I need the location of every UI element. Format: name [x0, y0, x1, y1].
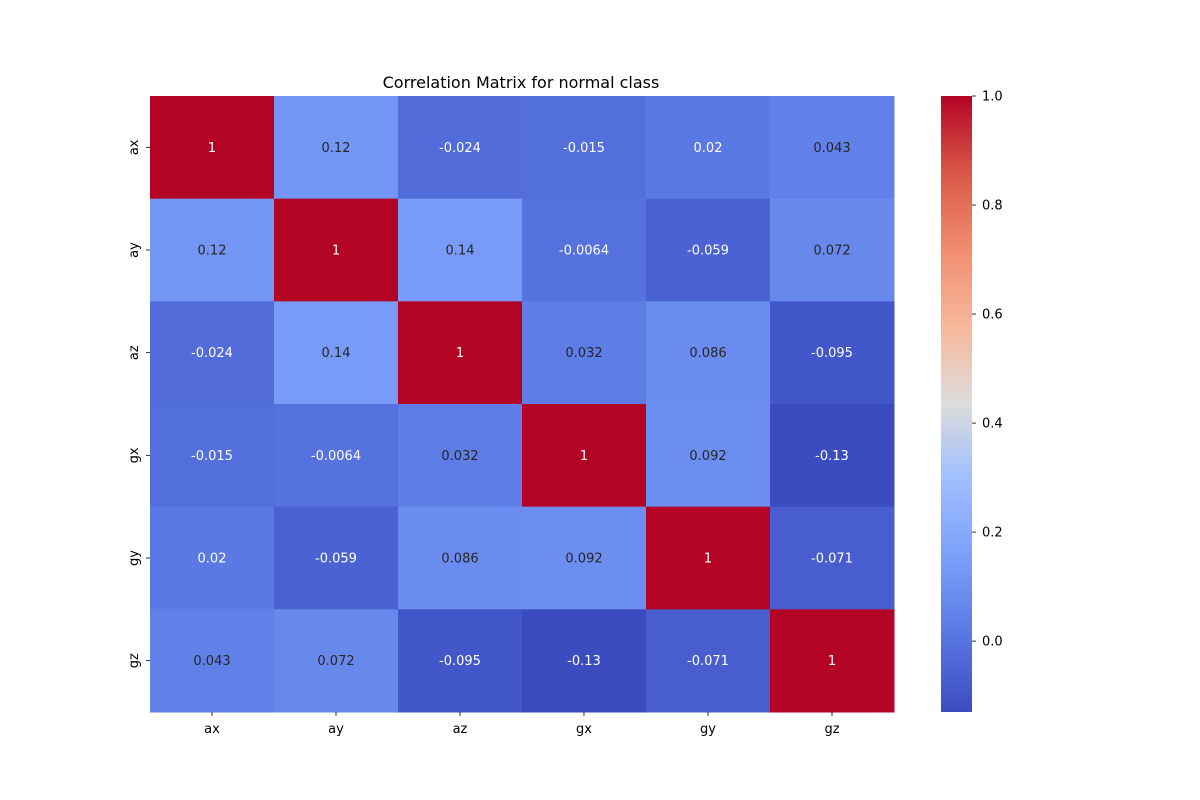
- heatmap-cell-gx-gz: [770, 404, 895, 508]
- x-tick-label: gz: [824, 722, 839, 737]
- cell-value-label: -0.071: [687, 654, 729, 669]
- heatmap-cell-gx-ay: [274, 404, 399, 508]
- heatmap-cell-ay-gx: [522, 198, 647, 302]
- cell-value-label: 1: [208, 141, 216, 156]
- heatmap-cell-gy-gy: [646, 506, 771, 610]
- cell-value-label: -0.13: [567, 654, 601, 669]
- y-tick-label: gx: [127, 447, 142, 463]
- heatmap-cell-gx-gx: [522, 404, 647, 508]
- cell-value-label: -0.015: [563, 141, 605, 156]
- cell-value-label: -0.0064: [559, 244, 609, 259]
- cell-value-label: -0.059: [315, 552, 357, 567]
- y-tick-label: az: [127, 345, 142, 360]
- heatmap-cells: 1 0.12 -0.024 -0.015 0.02 0.043 0.12 1 0.14 -0.00…: [150, 96, 895, 713]
- heatmap-cell-ay-ax: [150, 198, 275, 302]
- y-tick-label: gz: [127, 653, 142, 668]
- cell-value-label: -0.13: [815, 449, 849, 464]
- heatmap-cell-az-ax: [150, 301, 275, 405]
- heatmap-cell-gz-ax: [150, 609, 275, 713]
- cell-value-label: 0.092: [565, 552, 602, 567]
- heatmap-cell-ay-az: [398, 198, 523, 302]
- heatmap-cell-gx-ax: [150, 404, 275, 508]
- colorbar: 0.0 0.2 0.4 0.6 0.8 1.0: [941, 90, 1003, 712]
- colorbar-tick-label: 0.4: [982, 417, 1003, 432]
- cell-value-label: 0.12: [322, 141, 351, 156]
- cell-value-label: 0.086: [689, 346, 726, 361]
- heatmap-cell-ay-gy: [646, 198, 771, 302]
- heatmap-cell-ax-gz: [770, 96, 895, 200]
- heatmap-cell-ax-gy: [646, 96, 771, 200]
- cell-value-label: 0.12: [198, 244, 227, 259]
- x-axis: ax ay az gx gy gz: [204, 712, 840, 737]
- cell-value-label: 1: [704, 552, 712, 567]
- heatmap-cell-gy-az: [398, 506, 523, 610]
- chart-title: Correlation Matrix for normal class: [383, 73, 660, 92]
- cell-value-label: 1: [456, 346, 464, 361]
- heatmap-cell-gz-gx: [522, 609, 647, 713]
- x-tick-label: ay: [328, 722, 344, 737]
- heatmap-cell-az-gy: [646, 301, 771, 405]
- colorbar-tick-label: 0.6: [982, 308, 1003, 323]
- heatmap-cell-gz-gz: [770, 609, 895, 713]
- y-axis: ax ay az gx gy gz: [127, 139, 150, 668]
- heatmap-cell-az-ay: [274, 301, 399, 405]
- heatmap-cell-ax-ay: [274, 96, 399, 200]
- heatmap-cell-gx-gy: [646, 404, 771, 508]
- cell-value-label: -0.024: [439, 141, 481, 156]
- heatmap-cell-ax-ax: [150, 96, 275, 200]
- x-tick-label: az: [453, 722, 468, 737]
- cell-value-label: -0.015: [191, 449, 233, 464]
- cell-value-label: -0.095: [439, 654, 481, 669]
- cell-value-label: 0.043: [813, 141, 850, 156]
- x-tick-label: gx: [576, 722, 592, 737]
- heatmap-cell-gy-ax: [150, 506, 275, 610]
- heatmap-cell-gy-gz: [770, 506, 895, 610]
- heatmap-cell-ax-gx: [522, 96, 647, 200]
- heatmap-cell-az-gx: [522, 301, 647, 405]
- x-tick-label: gy: [700, 722, 716, 737]
- colorbar-tick-label: 0.0: [982, 635, 1003, 650]
- cell-value-label: 0.072: [813, 244, 850, 259]
- cell-value-label: -0.095: [811, 346, 853, 361]
- cell-value-label: 0.086: [441, 552, 478, 567]
- heatmap-cell-gz-ay: [274, 609, 399, 713]
- heatmap-cell-az-gz: [770, 301, 895, 405]
- cell-value-label: 0.032: [441, 449, 478, 464]
- heatmap-cell-ay-ay: [274, 198, 399, 302]
- cell-value-label: 0.043: [193, 654, 230, 669]
- heatmap-cell-gz-az: [398, 609, 523, 713]
- heatmap-cell-gy-ay: [274, 506, 399, 610]
- cell-value-label: 0.02: [694, 141, 723, 156]
- heatmap-cell-ax-az: [398, 96, 523, 200]
- cell-value-label: 1: [580, 449, 588, 464]
- colorbar-tick-label: 0.8: [982, 199, 1003, 214]
- cell-value-label: 0.02: [198, 552, 227, 567]
- heatmap-cell-gy-gx: [522, 506, 647, 610]
- cell-value-label: -0.059: [687, 244, 729, 259]
- cell-value-label: 0.072: [317, 654, 354, 669]
- colorbar-gradient: [941, 96, 972, 712]
- cell-value-label: -0.071: [811, 552, 853, 567]
- cell-value-label: 0.14: [446, 244, 475, 259]
- colorbar-tick-label: 0.2: [982, 526, 1003, 541]
- y-tick-label: gy: [127, 550, 142, 566]
- heatmap-cell-gz-gy: [646, 609, 771, 713]
- heatmap-cell-az-az: [398, 301, 523, 405]
- y-tick-label: ax: [127, 139, 142, 155]
- cell-value-label: -0.0064: [311, 449, 361, 464]
- cell-value-label: 0.14: [322, 346, 351, 361]
- cell-value-label: 0.092: [689, 449, 726, 464]
- cell-value-label: 1: [332, 244, 340, 259]
- heatmap-cell-ay-gz: [770, 198, 895, 302]
- cell-value-label: 1: [828, 654, 836, 669]
- colorbar-tick-label: 1.0: [982, 90, 1003, 105]
- cell-value-label: -0.024: [191, 346, 233, 361]
- colorbar-ticks: 0.0 0.2 0.4 0.6 0.8 1.0: [972, 90, 1003, 650]
- y-tick-label: ay: [127, 242, 142, 258]
- heatmap-cell-gx-az: [398, 404, 523, 508]
- x-tick-label: ax: [204, 722, 220, 737]
- cell-value-label: 0.032: [565, 346, 602, 361]
